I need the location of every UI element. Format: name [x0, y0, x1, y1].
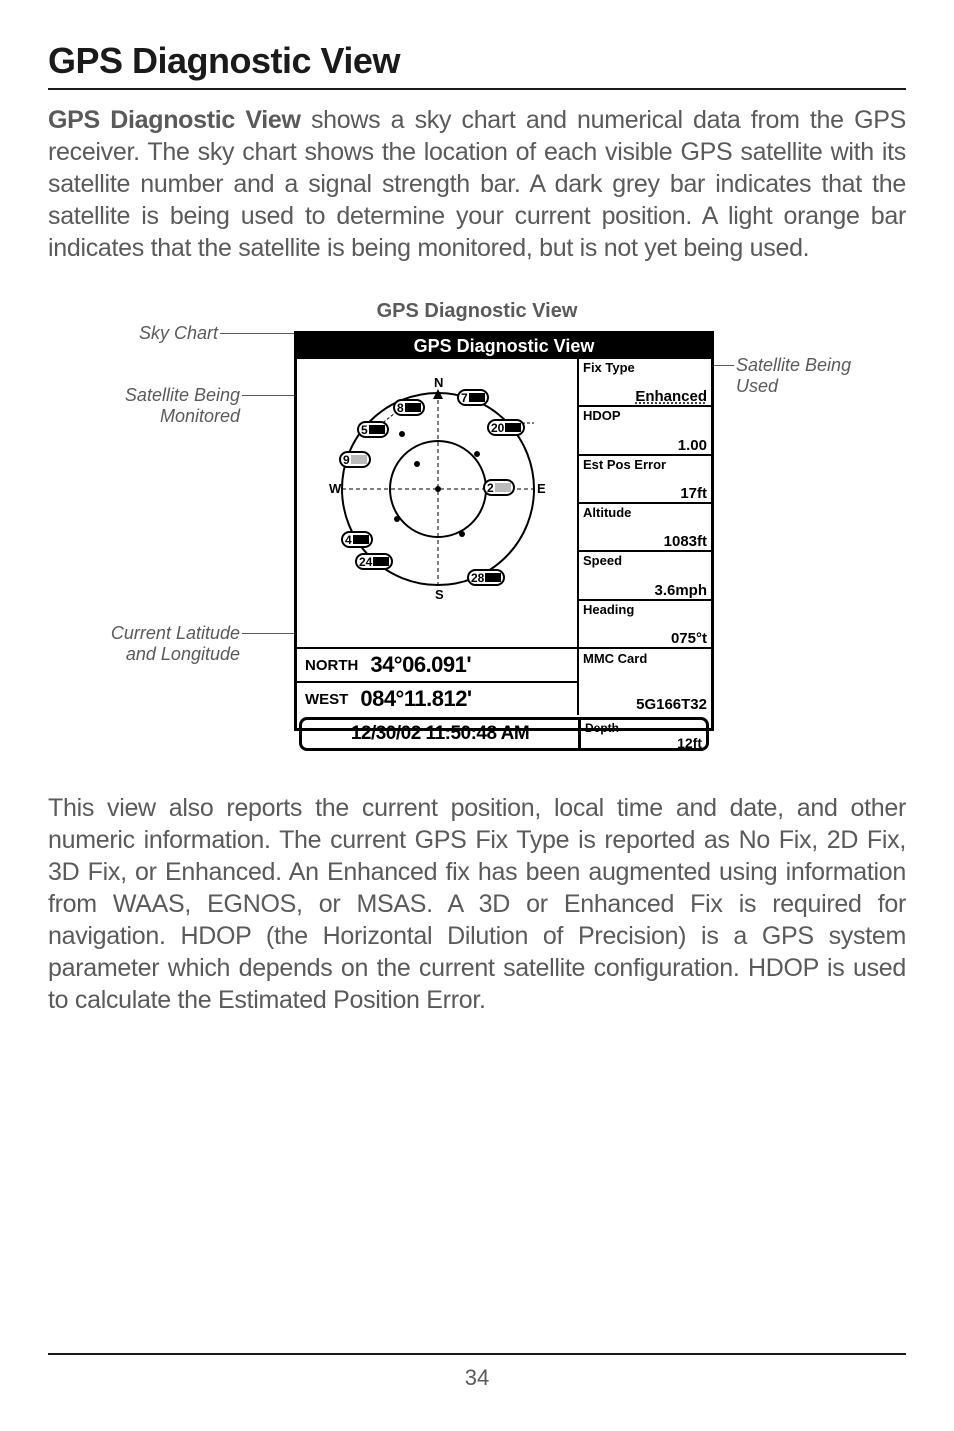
label-speed: Speed [583, 554, 707, 567]
satellite-number: 8 [397, 402, 404, 414]
page-footer: 34 [48, 1353, 906, 1391]
label-depth: Depth [585, 721, 702, 735]
callout-sat-monitored-l1: Satellite Being [125, 385, 240, 405]
callout-sat-used-l2: Used [736, 376, 778, 396]
callout-sat-monitored-l2: Monitored [160, 406, 240, 426]
coord-val-west_val: 084°11.812' [360, 686, 471, 712]
satellite-signal-bar [373, 557, 389, 566]
value-speed: 3.6mph [583, 583, 707, 598]
lead-latlon [242, 633, 294, 634]
compass-e: E [537, 481, 546, 496]
lead-sky-chart [220, 333, 294, 334]
satellite-number: 2 [487, 482, 494, 494]
device-screen: GPS Diagnostic View [294, 331, 714, 731]
figure-stage: Sky Chart Satellite Being Monitored Curr… [48, 327, 906, 747]
value-epe: 17ft [583, 486, 707, 501]
satellite-signal-bar [469, 393, 485, 402]
satellite-signal-bar [485, 573, 501, 582]
cell-heading: Heading 075°t [579, 601, 711, 647]
title-rule [48, 88, 906, 90]
satellite-number: 9 [343, 454, 350, 466]
value-heading: 075°t [583, 631, 707, 646]
satellite-badge: 9 [339, 451, 371, 468]
coord-dir-west_dir: WEST [305, 691, 348, 708]
screen-titlebar: GPS Diagnostic View [297, 334, 711, 359]
cell-speed: Speed 3.6mph [579, 552, 711, 600]
sky-chart-svg [297, 359, 579, 647]
satellite-number: 4 [345, 534, 352, 546]
satellite-badge: 5 [357, 421, 389, 438]
satellite-badge: 7 [457, 389, 489, 406]
satellite-signal-bar [495, 483, 511, 492]
label-mmc: MMC Card [583, 651, 707, 666]
value-mmc: 5G166T32 [583, 696, 707, 713]
cell-altitude: Altitude 1083ft [579, 504, 711, 552]
page-number: 34 [465, 1365, 489, 1390]
callout-sat-monitored: Satellite Being Monitored [110, 385, 240, 426]
satellite-signal-bar [351, 455, 367, 464]
label-hdop: HDOP [583, 409, 707, 422]
callout-latlon-l1: Current Latitude [111, 623, 240, 643]
data-column: Fix Type Enhanced HDOP 1.00 Est Pos Erro… [579, 359, 711, 647]
coord-val-north_val: 34°06.091' [370, 652, 471, 678]
label-heading: Heading [583, 603, 707, 616]
callout-sat-used-l1: Satellite Being [736, 355, 851, 375]
cell-mmc: MMC Card 5G166T32 [579, 649, 711, 715]
satellite-number: 7 [461, 392, 468, 404]
compass-w: W [329, 481, 341, 496]
satellite-badge: 28 [467, 569, 505, 586]
cell-hdop: HDOP 1.00 [579, 407, 711, 455]
datetime-text: 12/30/02 11:50:48 AM [299, 717, 581, 751]
satellite-badge: 8 [393, 399, 425, 416]
sky-chart-area: N S E W 875209242428 [297, 359, 579, 647]
screen-body: N S E W 875209242428 Fix Type Enhanced H… [297, 359, 711, 647]
value-hdop: 1.00 [583, 438, 707, 453]
intro-bold: GPS Diagnostic View [48, 106, 301, 134]
value-depth: 12ft [585, 735, 702, 751]
figure-title: GPS Diagnostic View [48, 300, 906, 323]
satellite-number: 20 [491, 422, 504, 434]
coord-block: NORTH 34°06.091' WEST 084°11.812' MMC Card 5G… [297, 647, 711, 715]
satellite-badge: 4 [341, 531, 373, 548]
satellite-signal-bar [505, 423, 521, 432]
page-title: GPS Diagnostic View [48, 40, 906, 82]
satellite-badge: 24 [355, 553, 393, 570]
label-epe: Est Pos Error [583, 458, 707, 471]
intro-paragraph: GPS Diagnostic View shows a sky chart an… [48, 104, 906, 264]
label-fix-type: Fix Type [583, 361, 707, 374]
satellite-signal-bar [369, 425, 385, 434]
value-altitude: 1083ft [583, 534, 707, 549]
callout-latlon: Current Latitude and Longitude [92, 623, 240, 664]
compass-s: S [435, 587, 444, 602]
satellite-signal-bar [353, 535, 369, 544]
satellite-badge: 2 [483, 479, 515, 496]
value-fix-type: Enhanced [583, 389, 707, 404]
coord-dir-north_dir: NORTH [305, 657, 358, 674]
callout-sky-chart: Sky Chart [130, 323, 218, 344]
satellite-number: 5 [361, 424, 368, 436]
cell-epe: Est Pos Error 17ft [579, 456, 711, 504]
coord-left-stack: NORTH 34°06.091' WEST 084°11.812' [297, 649, 579, 715]
satellite-signal-bar [405, 403, 421, 412]
callout-sat-used: Satellite Being Used [736, 355, 876, 396]
callout-latlon-l2: and Longitude [126, 644, 240, 664]
satellite-badge: 20 [487, 419, 525, 436]
compass-n: N [434, 375, 443, 390]
cell-depth: Depth12ft [581, 717, 709, 751]
para2: This view also reports the current posit… [48, 792, 906, 1016]
label-altitude: Altitude [583, 506, 707, 519]
datetime-row: 12/30/02 11:50:48 AMDepth12ft [299, 717, 709, 751]
figure: GPS Diagnostic View Sky Chart Satellite … [48, 300, 906, 748]
satellite-number: 28 [471, 572, 484, 584]
coord-line: WEST 084°11.812' [297, 683, 577, 715]
satellite-number: 24 [359, 556, 372, 568]
cell-fix-type: Fix Type Enhanced [579, 359, 711, 407]
coord-line: NORTH 34°06.091' [297, 649, 577, 683]
